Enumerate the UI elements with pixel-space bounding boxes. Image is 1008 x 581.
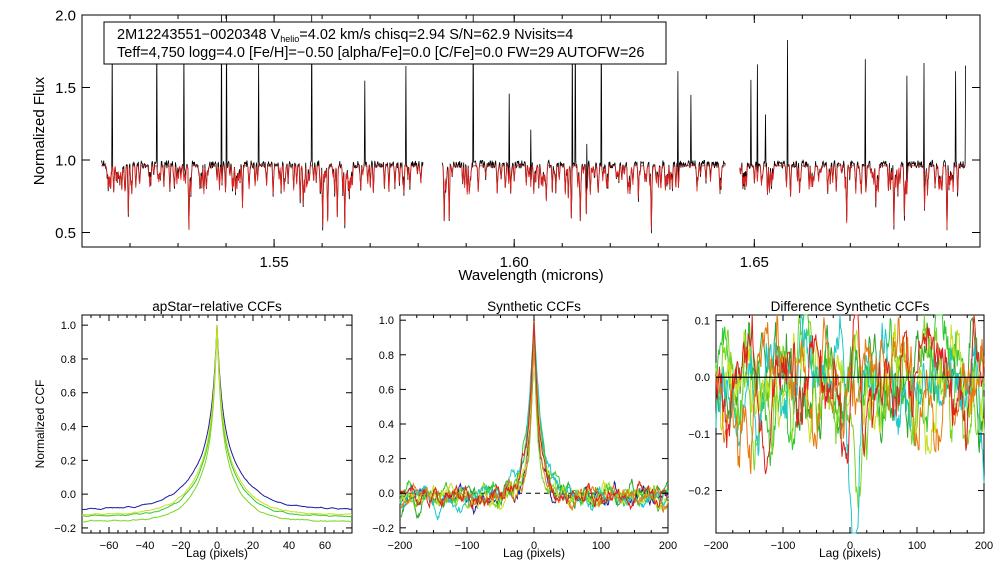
y-tick-label: 0.0 <box>61 489 76 501</box>
spectrum-panel: 1.55 1.60 1.65 0.5 1.0 1.5 2.0 2M12243551−0020… <box>31 7 981 284</box>
annotation-line-1: 2M12243551−0020348 Vhelio=4.02 km/s chis… <box>117 27 573 44</box>
apstar-ccf-plot-area <box>81 324 353 523</box>
observed-spectrum-segment <box>100 14 424 231</box>
x-tick-label: 100 <box>592 540 610 552</box>
y-tick-label: 0.4 <box>61 421 76 433</box>
difference-ccf-series-line <box>715 314 985 474</box>
y-tick-label: 0.6 <box>379 384 394 396</box>
apstar-ccf-panel: apStar−relative CCFs −60 −40 −20 0 20 40 60 −0.… <box>33 299 353 560</box>
difference-ccf-x-axis-label: Lag (pixels) <box>819 546 881 560</box>
apstar-ccf-series-line <box>81 324 353 516</box>
synthetic-ccf-x-axis-label: Lag (pixels) <box>503 546 565 560</box>
difference-ccf-title: Difference Synthetic CCFs <box>771 299 930 314</box>
spectrum-y-axis-label: Normalized Flux <box>31 76 48 185</box>
apstar-ccf-series-line <box>81 324 353 511</box>
model-spectrum-segment <box>442 164 726 230</box>
annotation-line-2: Teff=4,750 logg=4.0 [Fe/H]=−0.50 [alpha/… <box>117 45 644 61</box>
y-tick-label: 1.0 <box>379 315 394 327</box>
spectrum-x-axis-label: Wavelength (microns) <box>458 267 603 284</box>
x-tick-label: 0 <box>214 540 220 552</box>
y-tick-label: 1.5 <box>55 80 76 97</box>
x-tick-label: −40 <box>136 540 155 552</box>
spectrum-frame <box>81 14 981 248</box>
x-tick-label: −200 <box>704 540 729 552</box>
spectrum-ticks: 1.55 1.60 1.65 0.5 1.0 1.5 2.0 <box>55 7 980 271</box>
x-tick-label: 20 <box>247 540 259 552</box>
difference-ccf-panel: Difference Synthetic CCFs −200 −100 0 100 20… <box>688 299 993 560</box>
difference-ccf-plot-area <box>715 314 985 534</box>
y-tick-label: 0.0 <box>695 372 710 384</box>
x-tick-label: −100 <box>455 540 480 552</box>
y-tick-label: 0.5 <box>55 225 76 242</box>
model-spectrum-segment <box>739 164 966 230</box>
x-tick-label: 100 <box>908 540 926 552</box>
synthetic-ccf-series-line <box>399 335 669 516</box>
apstar-ccf-ticks: −60 −40 −20 0 20 40 60 −0.2 0.0 0.2 0.4 0.6 0.8 1.0 <box>54 315 353 552</box>
synthetic-ccf-series-line <box>399 321 669 511</box>
y-tick-label: 0.2 <box>379 454 394 466</box>
difference-ccf-series-line <box>715 314 985 534</box>
apstar-ccf-series-line <box>81 325 353 518</box>
difference-ccf-series-line <box>715 323 985 455</box>
synthetic-ccf-plot-area <box>399 317 669 521</box>
synthetic-ccf-series-line <box>399 336 669 511</box>
synthetic-ccf-ticks: −200 −100 0 100 200 −0.2 0.0 0.2 0.4 0.6 0.8 1.0 <box>372 315 677 552</box>
y-tick-label: 0.0 <box>379 488 394 500</box>
x-tick-label: 40 <box>283 540 295 552</box>
y-tick-label: 2.0 <box>55 7 76 24</box>
y-tick-label: 1.0 <box>55 152 76 169</box>
x-tick-label: 1.60 <box>500 254 529 271</box>
y-tick-label: 0.8 <box>379 350 394 362</box>
x-tick-label: −20 <box>172 540 191 552</box>
y-tick-label: −0.2 <box>54 523 76 535</box>
x-tick-label: 1.55 <box>259 254 288 271</box>
synthetic-ccf-title: Synthetic CCFs <box>487 299 581 314</box>
x-tick-label: 0 <box>531 540 537 552</box>
observed-spectrum-segment <box>739 39 966 231</box>
x-tick-label: −60 <box>100 540 119 552</box>
y-tick-label: −0.2 <box>688 485 710 497</box>
x-tick-label: −100 <box>771 540 796 552</box>
apstar-ccf-frame <box>81 314 353 534</box>
y-tick-label: 0.2 <box>61 455 76 467</box>
apstar-ccf-x-axis-label: Lag (pixels) <box>186 546 248 560</box>
y-tick-label: 0.8 <box>61 354 76 366</box>
y-tick-label: −0.1 <box>688 429 710 441</box>
x-tick-label: 1.65 <box>740 254 769 271</box>
apstar-ccf-series-line <box>82 325 353 523</box>
annotation-box <box>103 21 667 65</box>
difference-ccf-ticks: −200 −100 0 100 200 −0.2 −0.1 0.0 0.1 <box>688 315 993 552</box>
spectrum-plot-area <box>100 14 966 234</box>
y-tick-label: −0.2 <box>372 523 394 535</box>
x-tick-label: 200 <box>659 540 677 552</box>
y-tick-label: 0.4 <box>379 419 394 431</box>
y-tick-label: 0.1 <box>695 316 710 328</box>
y-tick-label: 0.6 <box>61 388 76 400</box>
model-spectrum-segment <box>101 164 423 231</box>
x-tick-label: −200 <box>388 540 413 552</box>
x-tick-label: 0 <box>847 540 853 552</box>
y-tick-label: 1.0 <box>61 320 76 332</box>
difference-ccf-series-line <box>715 314 985 475</box>
apstar-ccf-title: apStar−relative CCFs <box>152 299 282 314</box>
x-tick-label: 200 <box>975 540 993 552</box>
x-tick-label: 60 <box>319 540 331 552</box>
apstar-ccf-y-axis-label: Normalized CCF <box>33 380 47 469</box>
synthetic-ccf-panel: Synthetic CCFs −200 −100 0 100 200 −0.2 0.0 0.2… <box>372 299 677 560</box>
